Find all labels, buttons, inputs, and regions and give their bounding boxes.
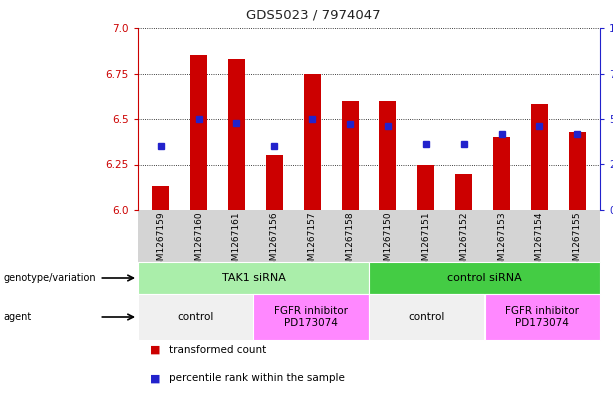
Bar [266,155,283,210]
Text: agent: agent [3,312,31,322]
Bar [379,101,397,210]
Text: FGFR inhibitor
PD173074: FGFR inhibitor PD173074 [274,306,348,328]
Bar [341,101,359,210]
Bar [417,165,435,210]
Text: transformed count: transformed count [169,345,266,355]
Text: control: control [408,312,445,322]
Text: TAK1 siRNA: TAK1 siRNA [221,273,286,283]
Bar [455,174,472,210]
Bar [228,59,245,210]
Text: control siRNA: control siRNA [447,273,522,283]
Text: control: control [178,312,214,322]
Bar [152,186,169,210]
Bar [493,137,510,210]
Bar [190,55,207,210]
Text: genotype/variation: genotype/variation [3,273,96,283]
Text: FGFR inhibitor
PD173074: FGFR inhibitor PD173074 [505,306,579,328]
Text: ■: ■ [150,345,161,355]
Bar [531,105,548,210]
Text: ■: ■ [150,373,161,383]
Bar [569,132,586,210]
Text: percentile rank within the sample: percentile rank within the sample [169,373,345,383]
Bar [303,73,321,210]
Text: GDS5023 / 7974047: GDS5023 / 7974047 [246,8,381,21]
